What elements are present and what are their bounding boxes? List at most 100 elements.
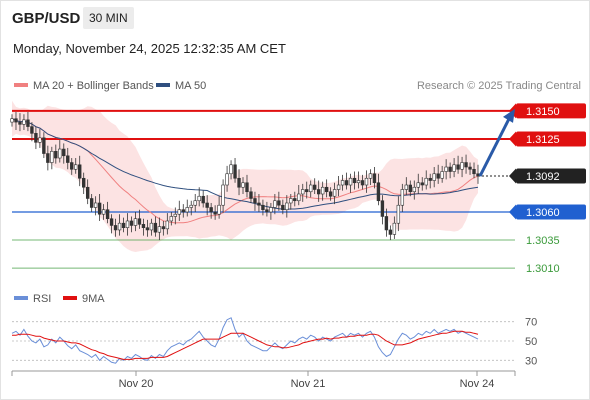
- candle: [157, 226, 162, 233]
- ma9-swatch: [63, 296, 77, 301]
- legend-9ma: 9MA: [63, 293, 105, 305]
- candle: [225, 173, 229, 186]
- candle: [181, 209, 185, 213]
- candle: [313, 184, 317, 190]
- candle: [408, 184, 412, 193]
- candle: [336, 184, 341, 190]
- candle: [46, 153, 50, 163]
- candle: [129, 220, 134, 226]
- candle: [97, 202, 102, 215]
- candle: [145, 227, 150, 231]
- time-axis: Nov 20 Nov 21 Nov 24: [11, 370, 516, 390]
- candle: [117, 222, 122, 231]
- candle: [22, 119, 26, 125]
- rsi-tick-label: 70: [525, 317, 537, 329]
- candle: [332, 189, 337, 197]
- rsi-ma-line: [12, 330, 479, 360]
- rsi-label: RSI: [33, 293, 52, 305]
- candle: [285, 202, 289, 211]
- candle: [201, 195, 205, 204]
- forecast-arrow-head: [503, 108, 515, 123]
- level-tag-arrow: [509, 204, 516, 220]
- ma50-line: [11, 118, 479, 210]
- level-label-1.3092: 1.3092: [526, 171, 560, 183]
- price-panel[interactable]: 1.3150 1.3125 1.3092 1.3060 1.3035 1.3010: [10, 100, 586, 275]
- candle: [392, 222, 397, 235]
- candle: [34, 133, 38, 143]
- candle: [209, 207, 213, 213]
- candle: [109, 218, 114, 226]
- candle: [305, 189, 309, 193]
- candle: [464, 162, 468, 168]
- candle: [412, 186, 416, 193]
- timeframe-badge[interactable]: 30 MIN: [83, 7, 134, 29]
- candle: [14, 118, 18, 123]
- candle: [448, 166, 452, 172]
- candle: [440, 171, 444, 179]
- candle: [277, 200, 281, 206]
- candle: [85, 186, 90, 199]
- candle: [424, 177, 428, 186]
- legend-ma50: MA 50: [156, 80, 206, 92]
- level-label-1.3150: 1.3150: [526, 106, 560, 118]
- candle: [70, 162, 74, 170]
- candle: [400, 189, 405, 206]
- candle: [213, 211, 217, 215]
- candle: [81, 177, 86, 188]
- rsi-panel[interactable]: 70 50 30: [11, 317, 537, 368]
- rsi-tick-label: 50: [525, 336, 537, 348]
- candle: [125, 220, 130, 228]
- ma20-label: MA 20 + Bollinger Bands: [33, 80, 154, 92]
- candle: [205, 202, 209, 208]
- candle: [328, 191, 333, 197]
- candle: [237, 177, 241, 188]
- candle: [42, 137, 46, 154]
- candle: [376, 182, 381, 202]
- candle: [89, 198, 94, 208]
- candle: [50, 151, 54, 163]
- candle: [472, 168, 476, 175]
- legend-rsi: RSI: [14, 293, 51, 305]
- candle: [396, 204, 401, 224]
- level-tag-1.3060: [516, 204, 586, 220]
- candle: [26, 119, 30, 127]
- candle: [436, 173, 440, 179]
- candle: [293, 198, 297, 202]
- level-tag-1.3125: [516, 131, 586, 147]
- candle: [380, 200, 385, 217]
- candle: [261, 204, 265, 211]
- level-label-1.3060: 1.3060: [526, 207, 560, 219]
- candle: [185, 207, 189, 213]
- candle: [468, 166, 472, 170]
- ma50-label: MA 50: [175, 80, 207, 92]
- candle: [360, 180, 365, 186]
- candle: [364, 177, 369, 186]
- rsi-tick-label: 30: [525, 355, 537, 367]
- level-tag-1.3092: [516, 168, 586, 184]
- candle: [189, 204, 193, 208]
- candle: [153, 222, 158, 233]
- candle: [416, 182, 420, 188]
- candle: [269, 207, 273, 213]
- candle: [352, 177, 357, 184]
- candle: [173, 213, 177, 217]
- candle: [245, 182, 249, 193]
- candle: [289, 198, 293, 204]
- candle: [372, 173, 377, 184]
- datetime-label: Monday, November 24, 2025 12:32:35 AM CE…: [13, 41, 286, 56]
- bollinger-band: [12, 100, 478, 252]
- candle: [340, 180, 345, 186]
- candle: [193, 200, 197, 206]
- candle: [444, 166, 448, 172]
- candle: [177, 209, 181, 215]
- candle: [38, 137, 42, 143]
- ma20-line: [11, 118, 479, 224]
- candle: [420, 182, 424, 186]
- candle: [78, 164, 82, 179]
- candle: [301, 189, 305, 195]
- candle: [161, 226, 166, 230]
- candle: [101, 209, 106, 215]
- candle: [197, 195, 201, 202]
- level-tag-1.3150: [516, 103, 586, 119]
